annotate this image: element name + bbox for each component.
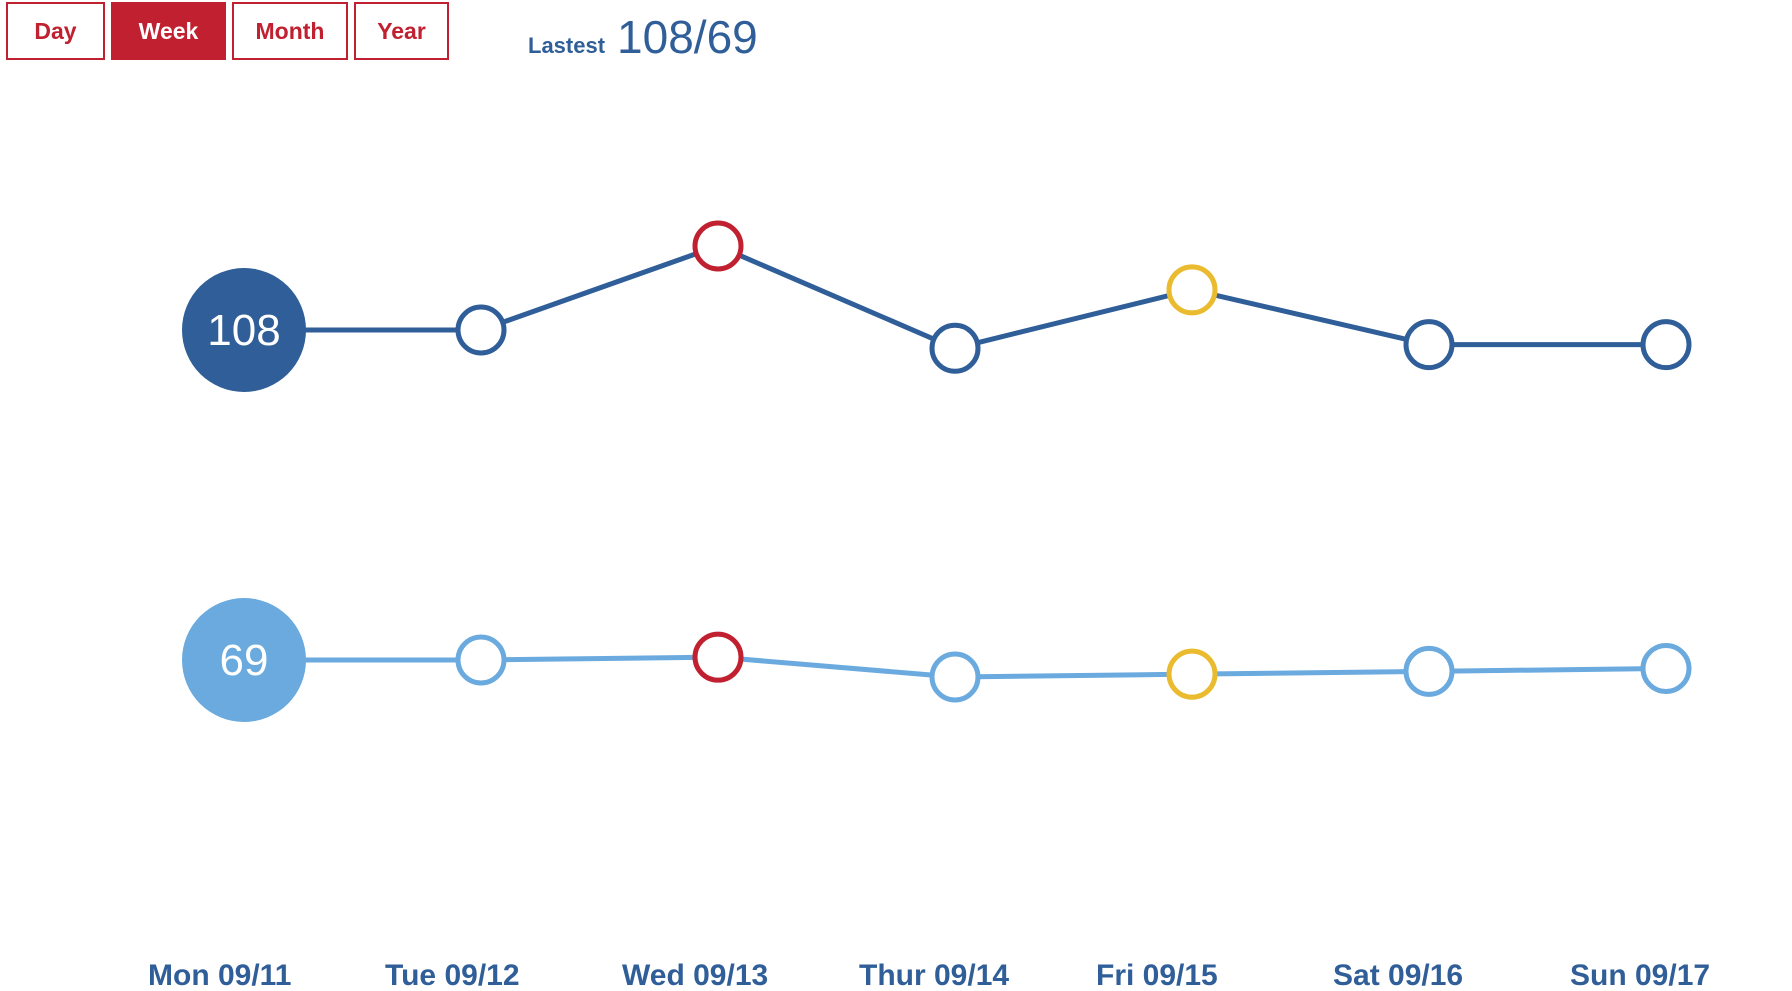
series-0-latest-value: 108 [207,306,280,355]
series-1-point-1[interactable] [455,634,507,686]
tab-month[interactable]: Month [232,2,348,60]
x-tick-label: Sun 09/17 [1570,959,1710,991]
series-0-point-5[interactable] [1403,319,1455,371]
latest-value: 108/69 [617,11,758,63]
tab-day[interactable]: Day [6,2,105,60]
series-1-point-2[interactable] [692,631,744,683]
series-0-point-3[interactable] [929,322,981,374]
tab-week[interactable]: Week [111,2,226,60]
series-1-point-4[interactable] [1166,648,1218,700]
x-tick-label: Fri 09/15 [1096,959,1218,991]
series-1-point-6[interactable] [1640,643,1692,694]
series-0-point-1[interactable] [455,304,507,356]
series-0-point-2[interactable] [692,220,744,272]
x-tick-label: Thur 09/14 [859,959,1009,991]
x-tick-label: Sat 09/16 [1333,959,1463,991]
series-0-point-6[interactable] [1640,319,1692,371]
x-tick-label: Wed 09/13 [622,959,768,991]
series-1-latest-value: 69 [220,636,269,685]
x-tick-label: Mon 09/11 [148,959,291,991]
tab-year[interactable]: Year [354,2,449,60]
series-0-latest-bubble[interactable] [182,268,306,392]
series-0-point-4[interactable] [1166,264,1218,316]
series-1-point-3[interactable] [929,651,981,703]
latest-label: Lastest [528,33,606,58]
range-tabs: Day Week Month Year [6,2,449,60]
x-tick-label: Tue 09/12 [385,959,520,991]
series-1-point-5[interactable] [1403,645,1455,697]
series-1-latest-bubble[interactable] [182,598,306,722]
latest-reading: Lastest 108/69 [528,10,758,64]
